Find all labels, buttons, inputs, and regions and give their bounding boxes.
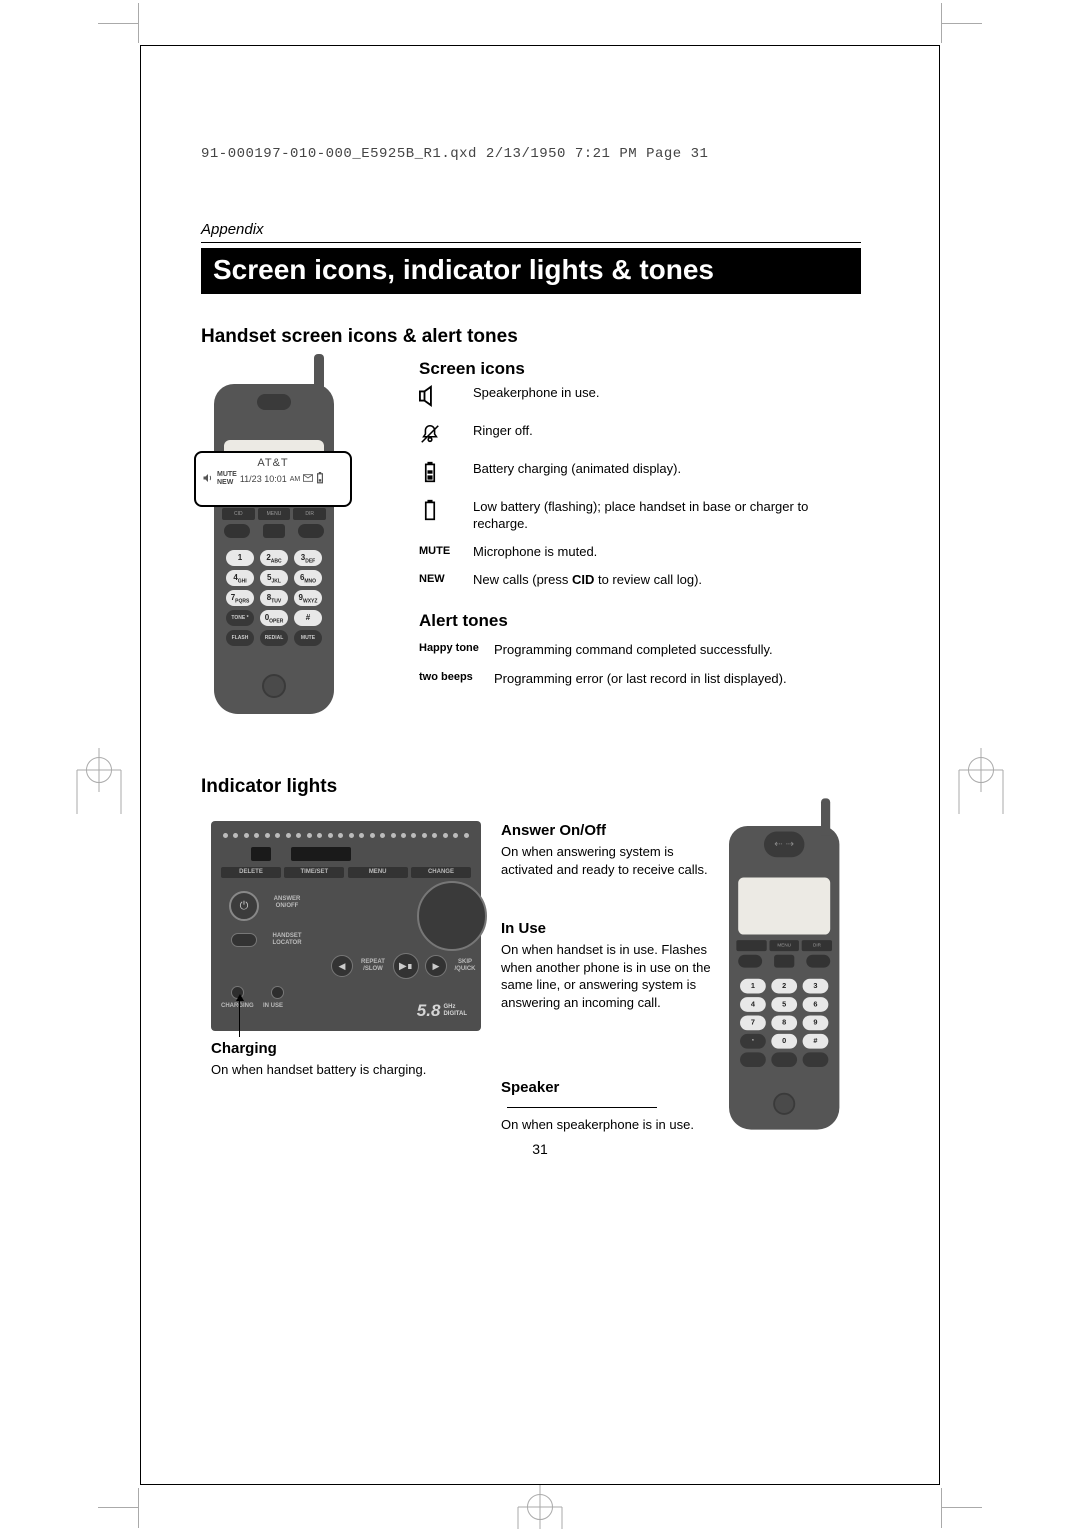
crop-mark xyxy=(938,3,982,47)
page-title: Screen icons, indicator lights & tones xyxy=(201,248,861,294)
battery-low-icon xyxy=(419,499,473,526)
rule xyxy=(201,242,861,243)
callout-ampm: AM xyxy=(290,476,301,483)
section-label: Appendix xyxy=(201,221,264,238)
icon-desc: New calls (press CID to review call log)… xyxy=(473,572,702,589)
charging-heading: Charging xyxy=(211,1039,471,1059)
registration-mark xyxy=(84,755,114,785)
new-text-icon: NEW xyxy=(419,572,473,585)
indicator-speaker: Speaker On when speakerphone is in use. xyxy=(501,1078,711,1133)
inuse-heading: In Use xyxy=(501,919,711,939)
callout-mute: MUTE xyxy=(217,471,237,479)
callout-line xyxy=(239,997,240,1037)
base-repeat-label: REPEAT /SLOW xyxy=(359,959,387,973)
registration-mark xyxy=(966,755,996,785)
base-timeset-label: TIME/SET xyxy=(284,867,344,878)
alert-list: Happy tone Programming command completed… xyxy=(419,642,859,700)
icon-list: Speakerphone in use. Ringer off. Battery… xyxy=(419,385,849,600)
screen-callout: AT&T MUTE NEW 11/23 10:01 AM xyxy=(194,451,352,507)
base-answer-label: ANSWER ON/OFF xyxy=(267,896,307,910)
alert-desc: Programming command completed successful… xyxy=(494,642,773,657)
icon-desc: Ringer off. xyxy=(473,423,533,440)
icon-desc: Low battery (flashing); place handset in… xyxy=(473,499,849,533)
speaker-heading: Speaker xyxy=(501,1079,559,1096)
battery-charging-icon xyxy=(419,461,473,488)
indicator-answer: Answer On/Off On when answering system i… xyxy=(501,821,711,878)
base-skip-label: SKIP /QUICK xyxy=(453,959,477,973)
base-illustration: DELETE TIME/SET MENU CHANGE ⏻ ANSWER ON/… xyxy=(211,821,481,1031)
alert-desc: Programming error (or last record in lis… xyxy=(494,671,787,686)
alert-label: two beeps xyxy=(419,671,494,686)
crop-mark xyxy=(938,1484,982,1528)
speaker-icon xyxy=(419,385,473,412)
brand-digital: GHz DIGITAL xyxy=(443,1004,467,1018)
mute-text-icon: MUTE xyxy=(419,544,473,557)
heading-indicator: Indicator lights xyxy=(201,776,337,798)
base-change-label: CHANGE xyxy=(411,867,471,878)
base-delete-label: DELETE xyxy=(221,867,281,878)
base-inuse-label: IN USE xyxy=(263,1003,283,1010)
speaker-text: On when speakerphone is in use. xyxy=(501,1116,711,1134)
callout-new: NEW xyxy=(217,479,237,487)
handset-illustration-small: ⇠ ⇢ MENUDIR 123 456 789 *0# xyxy=(729,826,839,1130)
callout-line1: AT&T xyxy=(202,457,344,469)
page-frame: 91-000197-010-000_E5925B_R1.qxd 2/13/195… xyxy=(140,45,940,1485)
callout-date: 11/23 10:01 xyxy=(240,474,287,484)
arrowhead-icon xyxy=(236,994,244,1001)
registration-mark xyxy=(525,1492,555,1522)
power-button-icon: ⏻ xyxy=(229,891,259,921)
base-charging-label: CHARGING xyxy=(221,1003,254,1010)
heading-handset: Handset screen icons & alert tones xyxy=(201,326,518,348)
battery-icon xyxy=(316,472,324,486)
ringer-off-icon xyxy=(419,423,473,450)
print-header: 91-000197-010-000_E5925B_R1.qxd 2/13/195… xyxy=(201,146,708,162)
page-number: 31 xyxy=(141,1141,939,1157)
alert-label: Happy tone xyxy=(419,642,494,657)
answer-heading: Answer On/Off xyxy=(501,821,711,841)
crop-mark xyxy=(98,1484,142,1528)
answer-text: On when answering system is activated an… xyxy=(501,843,711,878)
icon-desc: Microphone is muted. xyxy=(473,544,597,561)
handset-illustration: CIDMENUDIR 12ABC3DEF 4GHI5JKL6MNO 7PQRS8… xyxy=(214,384,334,714)
icon-desc: Speakerphone in use. xyxy=(473,385,599,402)
speaker-icon xyxy=(202,472,214,486)
base-locator-label: HANDSET LOCATOR xyxy=(267,933,307,947)
charging-text: On when handset battery is charging. xyxy=(211,1061,471,1079)
heading-screen-icons: Screen icons xyxy=(419,359,525,379)
indicator-charging: Charging On when handset battery is char… xyxy=(211,1039,471,1079)
base-menu-label: MENU xyxy=(348,867,408,878)
brand-58: 5.8 xyxy=(417,1001,441,1021)
indicator-inuse: In Use On when handset is in use. Flashe… xyxy=(501,919,711,1011)
envelope-icon xyxy=(303,474,313,484)
heading-alert-tones: Alert tones xyxy=(419,611,508,631)
crop-mark xyxy=(98,3,142,47)
icon-desc: Battery charging (animated display). xyxy=(473,461,681,478)
inuse-text: On when handset is in use. Flashes when … xyxy=(501,941,711,1011)
